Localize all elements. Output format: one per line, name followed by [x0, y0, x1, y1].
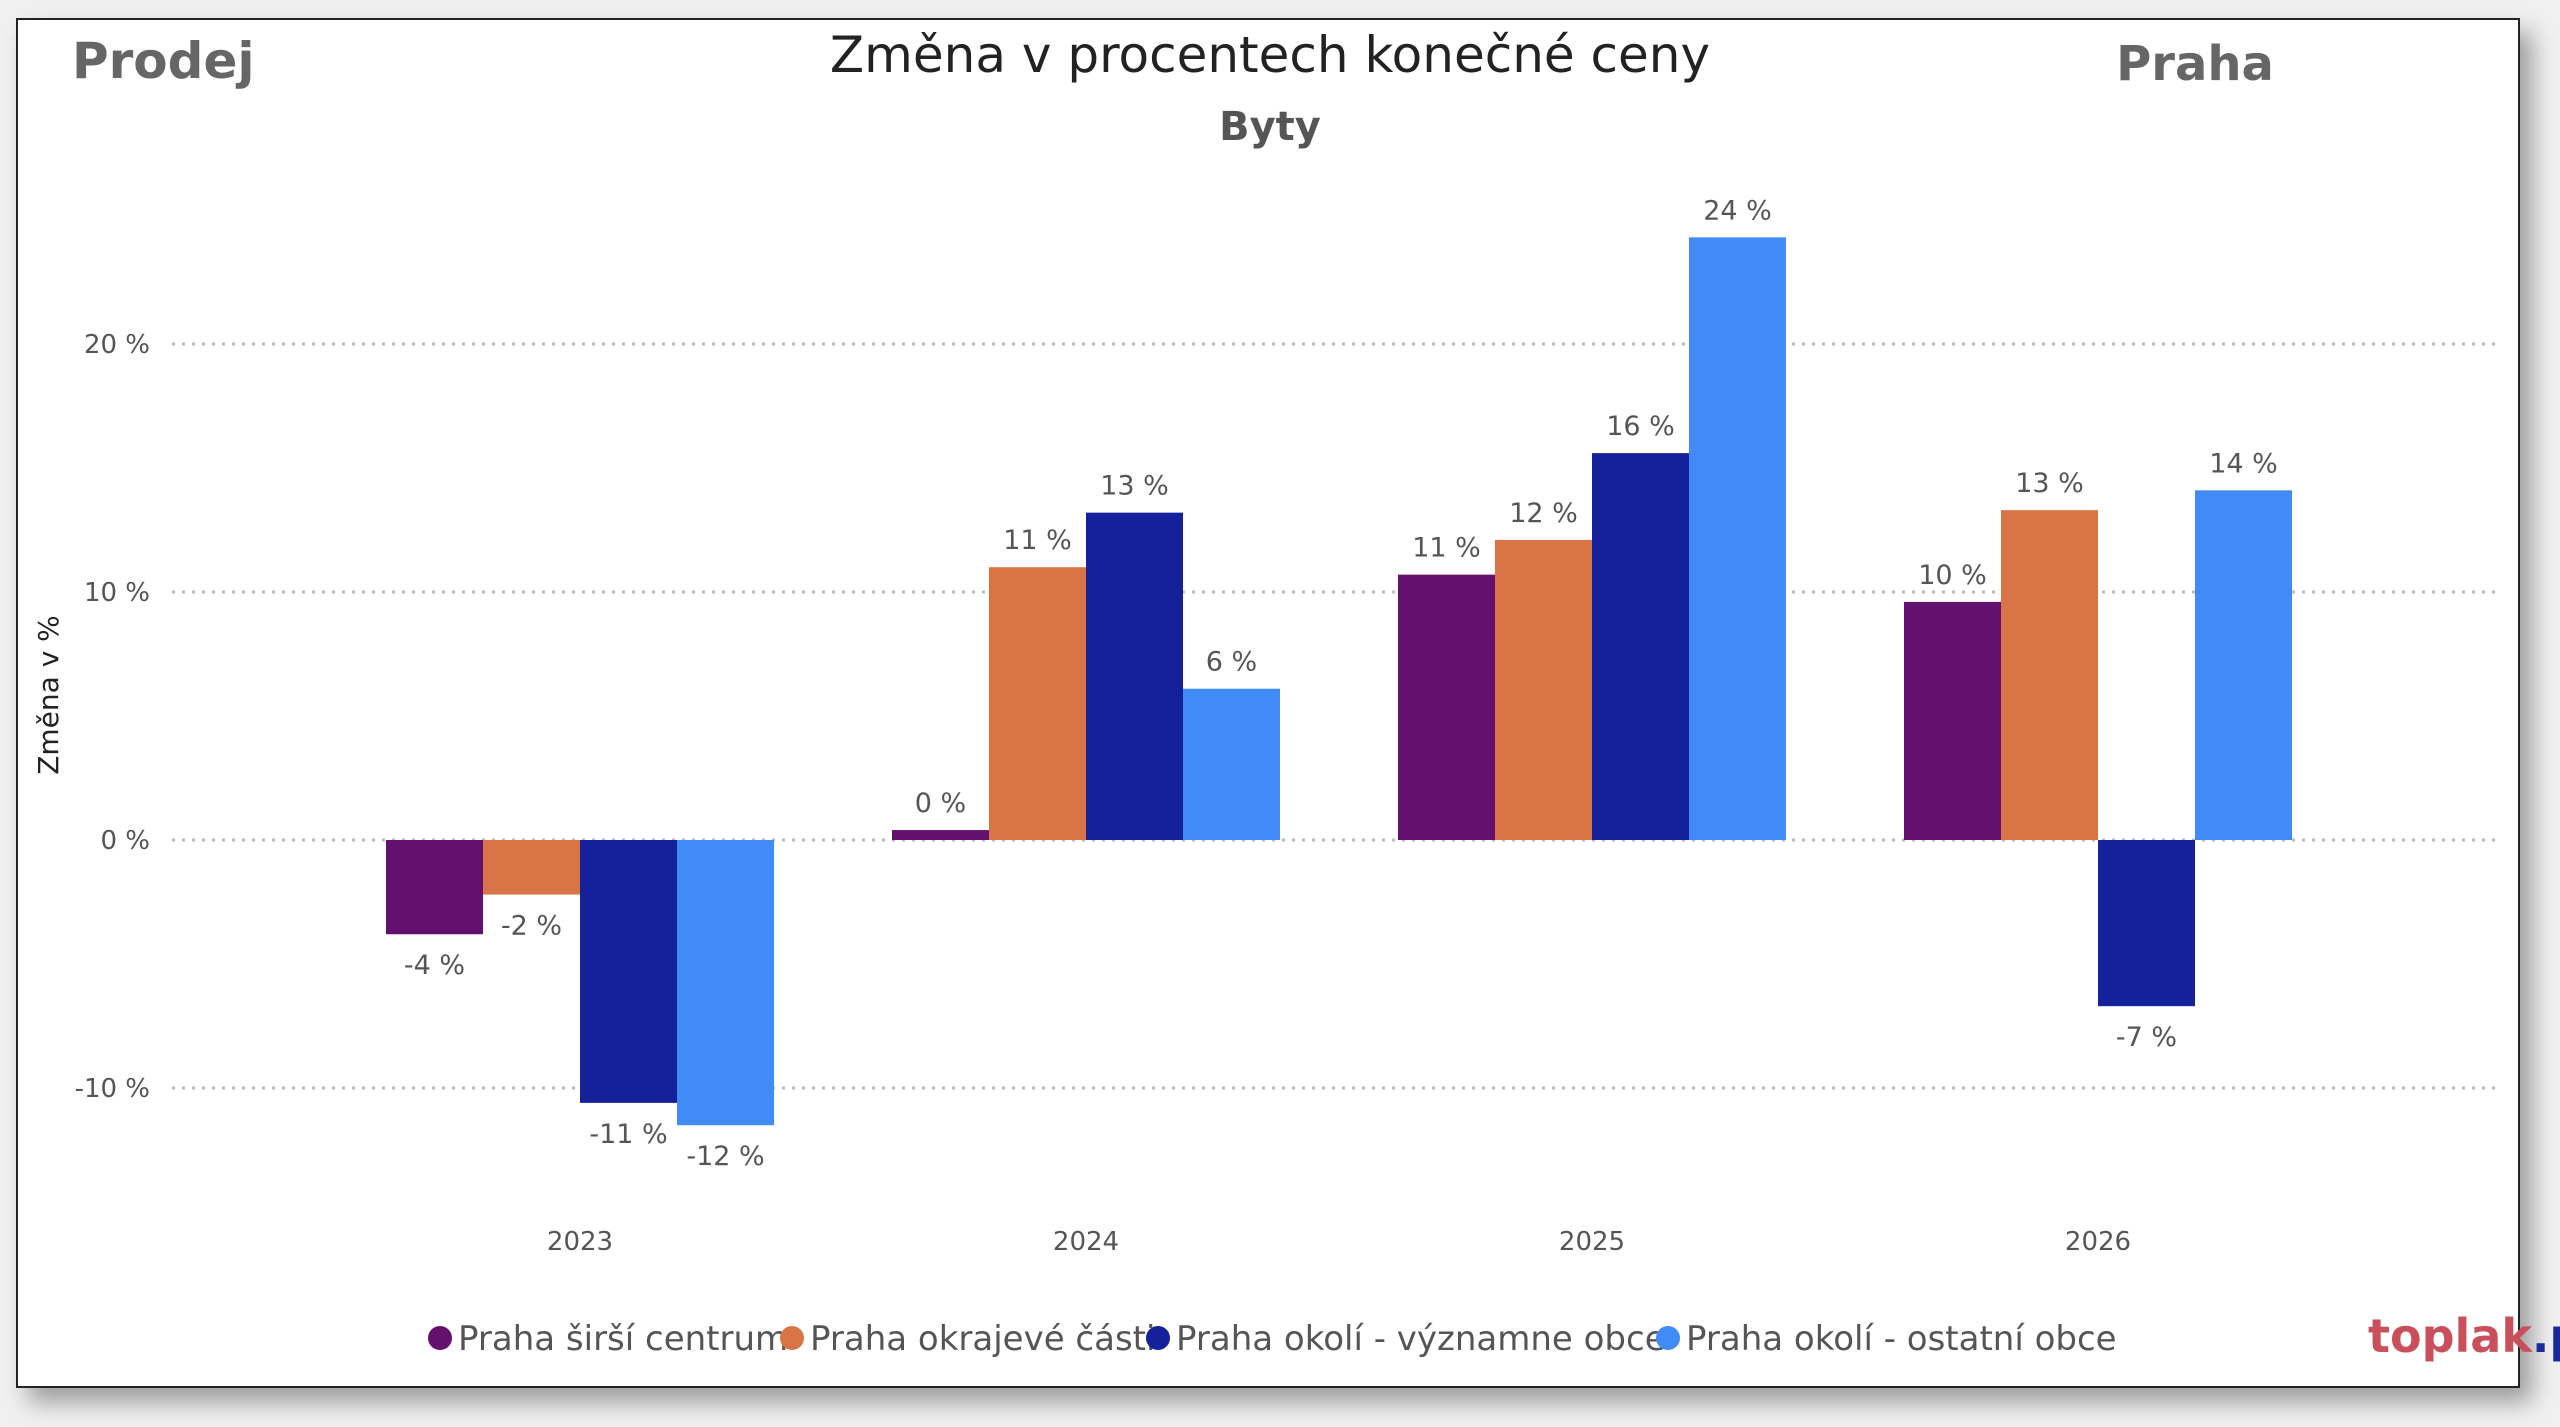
- legend-marker-icon: [428, 1326, 452, 1350]
- logo: toplak.pro: [2368, 1309, 2560, 1363]
- bar[interactable]: [2195, 490, 2292, 840]
- data-label: -2 %: [501, 911, 562, 942]
- bar[interactable]: [1086, 512, 1183, 840]
- bar[interactable]: [1398, 574, 1495, 840]
- x-tick-label: 2026: [2065, 1227, 2131, 1257]
- bar[interactable]: [677, 840, 774, 1126]
- data-label: -12 %: [686, 1141, 764, 1172]
- header-right: Praha: [2116, 36, 2274, 92]
- legend-item[interactable]: Praha okolí - významne obce: [1176, 1319, 1666, 1359]
- bar[interactable]: [989, 567, 1086, 840]
- data-label: 11 %: [1003, 525, 1072, 556]
- data-label: -7 %: [2116, 1022, 2177, 1053]
- bar[interactable]: [1495, 539, 1592, 840]
- header-left: Prodej: [72, 32, 255, 90]
- data-label: -4 %: [404, 950, 465, 981]
- chart-subtitle: Byty: [1219, 104, 1321, 150]
- data-label: 12 %: [1509, 498, 1578, 529]
- bar[interactable]: [386, 840, 483, 935]
- y-tick-label: -10 %: [75, 1074, 150, 1104]
- legend-item[interactable]: Praha okrajevé části: [810, 1319, 1155, 1359]
- y-tick-label: 10 %: [84, 578, 150, 608]
- x-tick-label: 2023: [547, 1227, 613, 1257]
- data-label: 6 %: [1206, 647, 1257, 678]
- legend-item[interactable]: Praha okolí - ostatní obce: [1686, 1319, 2117, 1359]
- data-label: 0 %: [915, 788, 966, 819]
- bar[interactable]: [483, 840, 580, 895]
- y-tick-label: 0 %: [100, 826, 150, 856]
- legend-marker-icon: [1656, 1326, 1680, 1350]
- chart-title: Změna v procentech konečné ceny: [830, 26, 1710, 84]
- legend-item[interactable]: Praha širší centrum: [458, 1319, 788, 1359]
- data-label: 24 %: [1703, 195, 1772, 226]
- data-label: 10 %: [1918, 560, 1987, 591]
- bar[interactable]: [2098, 840, 2195, 1007]
- bar[interactable]: [1592, 453, 1689, 840]
- x-tick-label: 2025: [1559, 1227, 1625, 1257]
- data-label: -11 %: [589, 1119, 667, 1150]
- bar[interactable]: [2001, 510, 2098, 840]
- data-label: 13 %: [2015, 468, 2084, 499]
- data-label: 11 %: [1412, 533, 1481, 564]
- bar[interactable]: [1689, 237, 1786, 841]
- bar[interactable]: [580, 840, 677, 1103]
- data-label: 16 %: [1606, 411, 1675, 442]
- legend-marker-icon: [780, 1326, 804, 1350]
- data-label: 13 %: [1100, 471, 1169, 502]
- bar[interactable]: [1183, 688, 1280, 840]
- data-label: 14 %: [2209, 448, 2278, 479]
- legend-marker-icon: [1146, 1326, 1170, 1350]
- bar[interactable]: [892, 830, 989, 840]
- bar[interactable]: [1904, 601, 2001, 840]
- y-tick-label: 20 %: [84, 330, 150, 360]
- x-tick-label: 2024: [1053, 1227, 1119, 1257]
- y-axis-label: Změna v %: [32, 615, 65, 775]
